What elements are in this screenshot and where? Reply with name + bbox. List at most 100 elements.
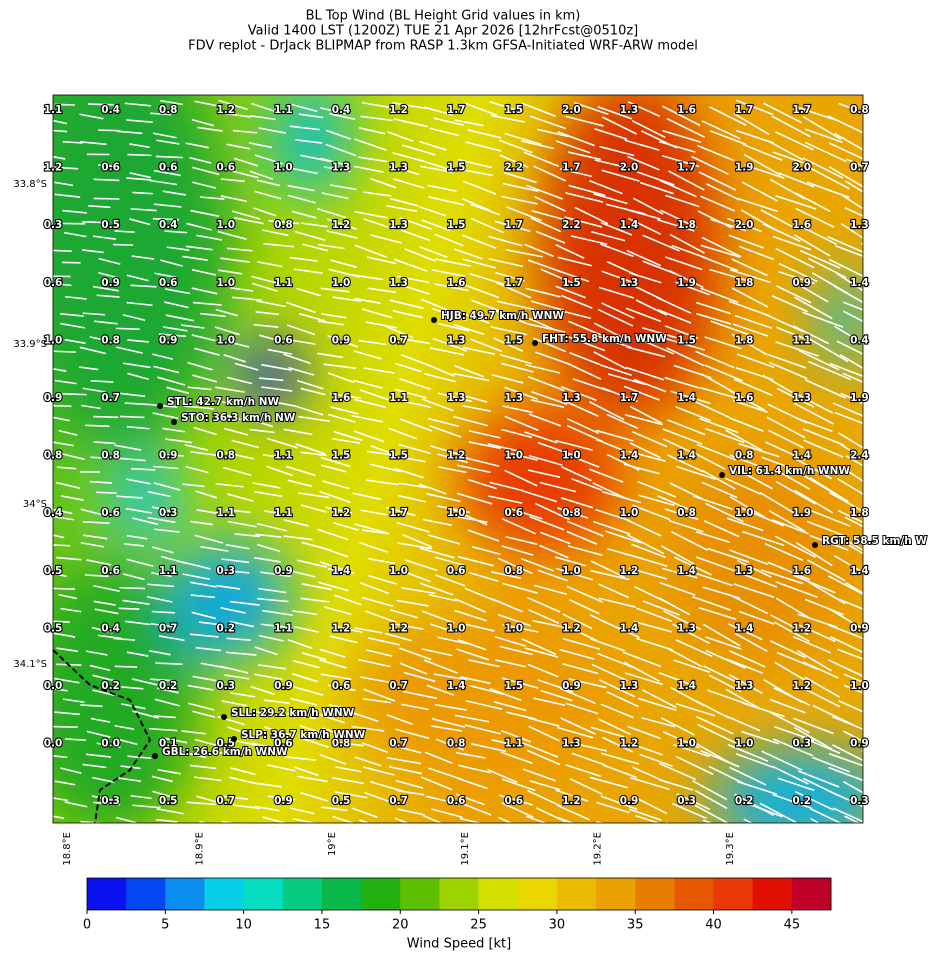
wind-arrow — [601, 302, 635, 320]
wind-arrow — [762, 374, 800, 398]
wind-arrow — [398, 647, 432, 661]
grid-value: 0.9 — [101, 277, 120, 289]
wind-arrow — [387, 131, 414, 143]
wind-arrow — [528, 323, 566, 333]
wind-arrow — [571, 752, 606, 766]
wind-arrow — [529, 515, 565, 531]
colorbar-swatch — [165, 878, 205, 910]
wind-arrow — [122, 314, 146, 322]
wind-arrow — [181, 561, 211, 570]
wind-arrow — [633, 378, 667, 393]
wind-arrow — [641, 339, 675, 355]
station-dot — [231, 736, 237, 742]
wind-arrow — [761, 750, 803, 771]
wind-arrow — [877, 615, 920, 635]
wind-arrow — [155, 818, 178, 823]
wind-arrow — [660, 209, 697, 229]
wind-arrow — [153, 715, 176, 719]
wind-arrow — [792, 574, 836, 594]
wind-arrow — [54, 379, 77, 385]
wind-arrow — [156, 139, 180, 145]
wind-arrow — [669, 233, 705, 254]
wind-arrow — [734, 632, 768, 652]
wind-arrow — [287, 639, 313, 649]
wind-arrow — [249, 170, 274, 180]
wind-arrow — [529, 779, 561, 791]
wind-arrow — [765, 313, 804, 333]
wind-arrow — [333, 430, 363, 442]
wind-arrow — [158, 453, 184, 457]
wind-arrow — [675, 755, 714, 776]
wind-arrow — [432, 337, 468, 352]
grid-value: 0.8 — [735, 450, 754, 462]
station-dot — [431, 317, 437, 323]
wind-arrow — [673, 659, 711, 674]
axes-labels: 33.8°S33.9°S34°S34.1°S18.8°E 18.9°E 19°E 19… — [13, 179, 736, 866]
wind-arrow — [804, 378, 847, 399]
grid-value: 1.6 — [792, 565, 811, 577]
wind-arrow — [656, 296, 692, 314]
wind-arrow — [192, 675, 217, 682]
wind-arrow — [773, 687, 811, 706]
wind-arrow — [491, 373, 524, 384]
grid-value: 0.2 — [101, 680, 120, 692]
wind-arrow — [334, 791, 368, 799]
wind-arrow — [662, 105, 701, 127]
wind-arrow — [327, 684, 356, 692]
wind-arrow — [707, 547, 750, 563]
wind-arrow — [598, 597, 636, 608]
wind-arrow — [874, 392, 911, 414]
wind-arrow — [182, 483, 205, 488]
wind-arrow — [351, 807, 378, 818]
wind-arrow — [53, 416, 70, 422]
wind-arrow — [842, 780, 863, 794]
wind-arrow — [729, 766, 767, 786]
station-dot — [171, 419, 177, 425]
wind-arrow — [662, 428, 703, 445]
grid-value: 1.0 — [389, 565, 408, 577]
grid-value: 0.6 — [504, 507, 523, 519]
grid-value: 0.0 — [44, 738, 63, 750]
wind-arrow — [359, 676, 392, 684]
wind-arrow — [94, 320, 118, 325]
wind-arrow — [457, 764, 491, 774]
wind-arrow — [64, 295, 87, 300]
wind-arrow — [670, 390, 711, 405]
wind-arrow — [703, 665, 743, 686]
wind-arrow — [258, 377, 284, 382]
wind-arrow — [471, 743, 507, 753]
wind-arrow — [195, 490, 218, 499]
wind-arrow — [626, 346, 666, 358]
wind-arrow — [826, 789, 863, 808]
wind-arrow — [736, 780, 778, 795]
wind-arrow — [329, 112, 356, 121]
wind-arrow — [878, 427, 918, 443]
wind-arrow — [561, 466, 592, 482]
wind-arrow — [426, 684, 455, 696]
grid-value: 1.6 — [792, 219, 811, 231]
wind-arrow — [560, 294, 593, 309]
grid-value: 0.7 — [389, 680, 408, 692]
wind-arrow — [770, 614, 809, 636]
wind-arrow — [810, 808, 843, 823]
wind-arrow — [675, 639, 713, 658]
wind-arrow — [115, 816, 137, 823]
wind-arrow — [874, 219, 910, 244]
wind-arrow — [694, 789, 728, 810]
wind-arrow — [659, 581, 696, 596]
wind-arrow — [464, 724, 501, 735]
wind-arrow — [727, 217, 763, 233]
lat-label: 33.8°S — [13, 179, 47, 190]
wind-arrow — [455, 714, 490, 723]
wind-arrow — [263, 242, 294, 248]
wind-arrow — [464, 102, 498, 117]
wind-arrow — [295, 443, 326, 455]
wind-arrow — [323, 363, 357, 370]
wind-arrow — [628, 567, 668, 580]
wind-arrow — [152, 412, 179, 420]
wind-arrow — [657, 494, 695, 513]
wind-arrow — [354, 756, 382, 767]
wind-arrow — [360, 509, 387, 516]
wind-arrow — [760, 209, 796, 229]
wind-arrow — [877, 673, 919, 692]
